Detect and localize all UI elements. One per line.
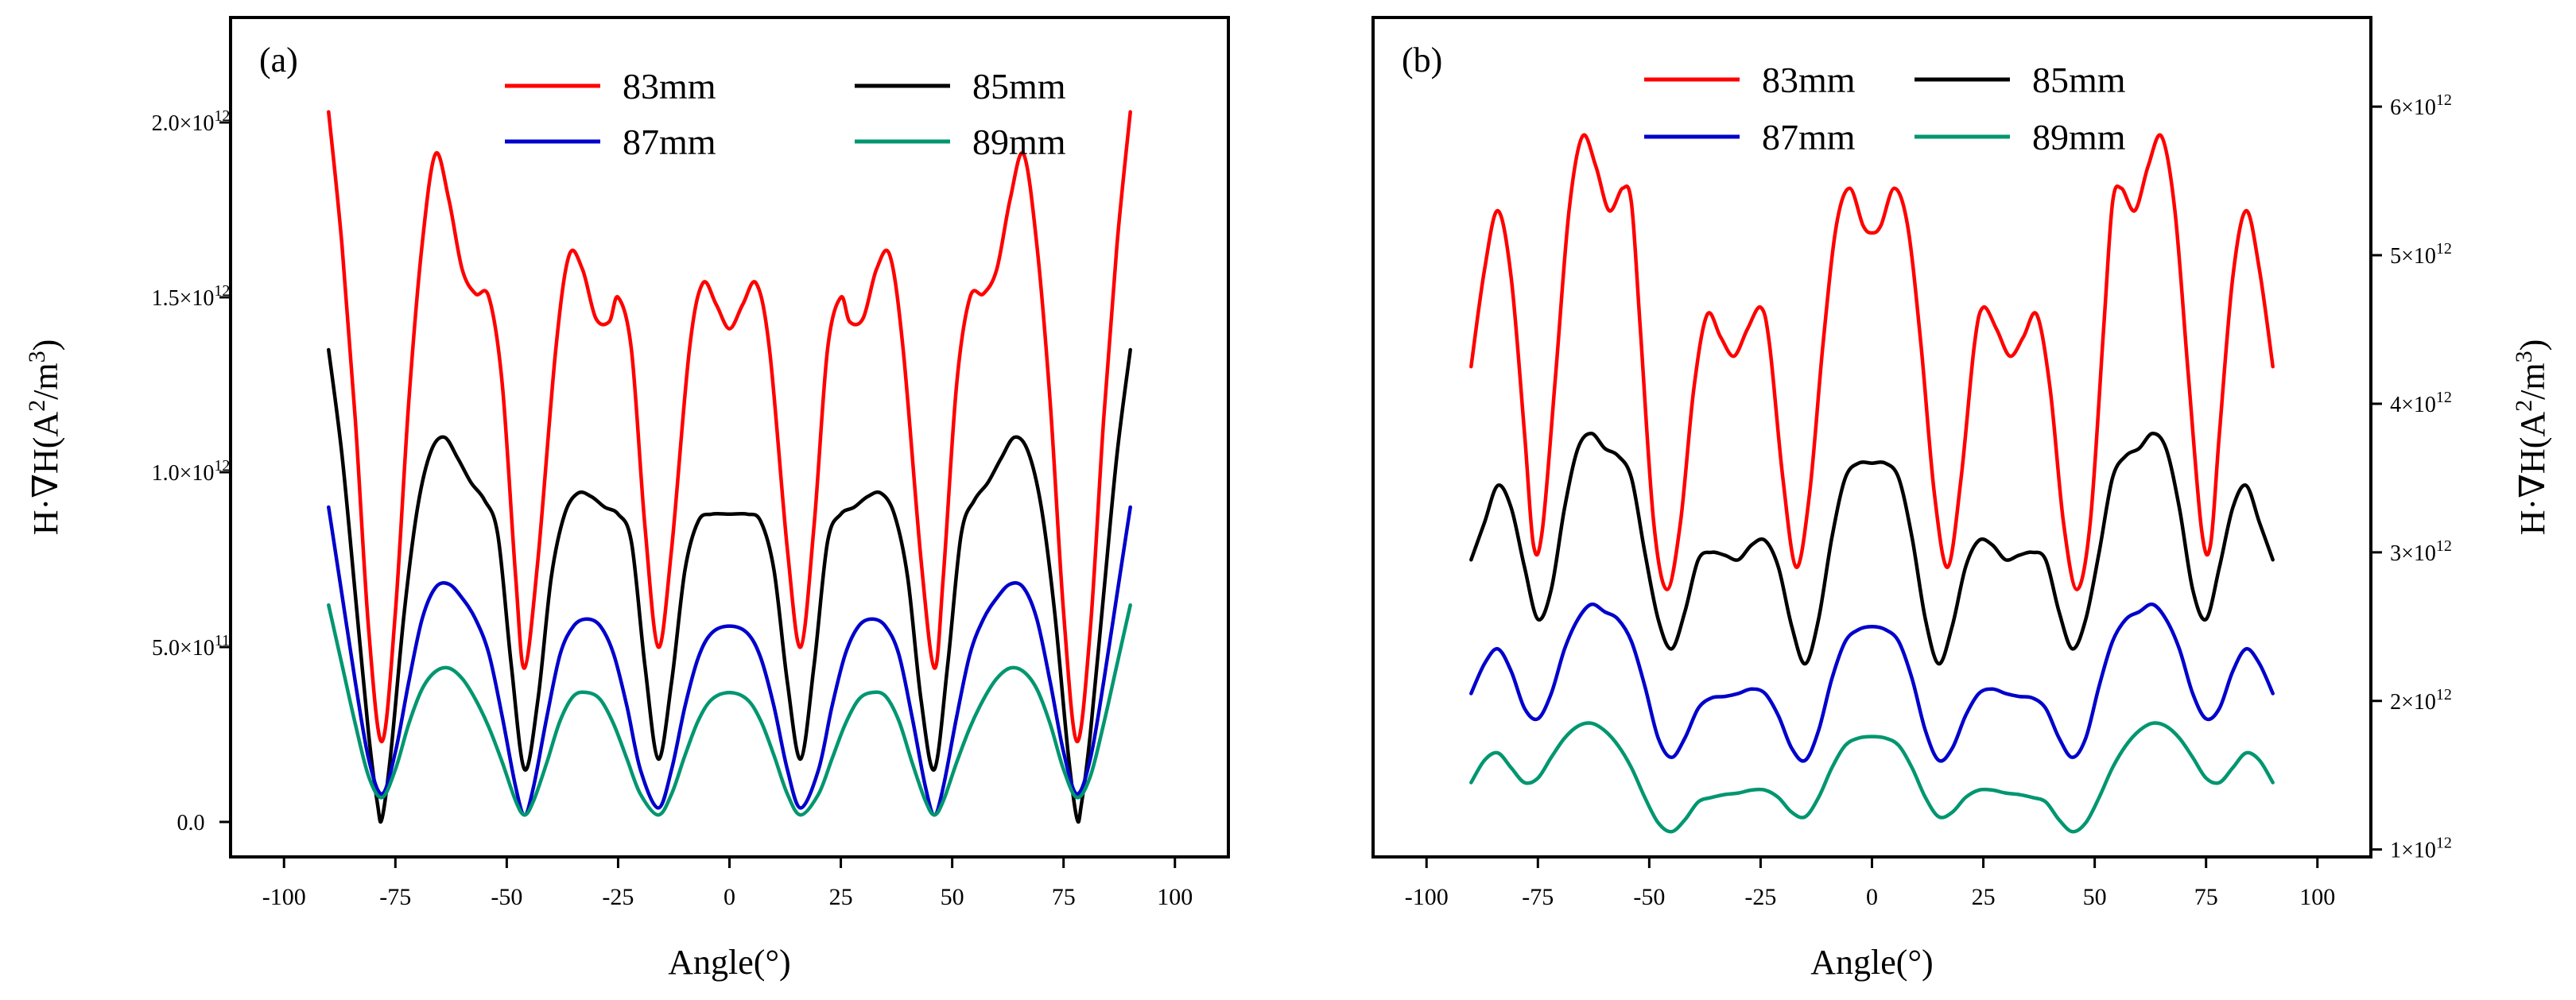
panel-a-label: (a) [259,41,298,79]
panel-a-ytick-exp: 12 [214,457,230,475]
panel-b-ytick-exp: 12 [2436,537,2452,555]
panel-b-ytick-label: 6×1012 [2390,91,2452,120]
panel-b-ylabel-part: /m [2513,362,2552,399]
panel-b-ytick-base: 6×10 [2390,95,2436,120]
panel-b-series-83mm [1469,133,2275,591]
panel-a-ticks: -100 -75 -50 -25 0 25 50 75 100 0.0 5.0×1011 1.0×10… [152,107,1193,910]
panel-a-ytick-exp: 12 [214,107,230,125]
panel-b-xtick-label: -25 [1744,884,1776,910]
panel-a-series-87mm [327,505,1132,817]
panel-b-ytick-exp: 12 [2436,240,2452,258]
panel-b-ytick-base: 1×10 [2390,839,2436,863]
panel-b-ylabel-sup: 3 [2511,351,2537,362]
panel-a-ylabel-sup: 2 [24,400,50,412]
panel-a-ylabel-part: /m [26,362,65,399]
panel-b-ytick-base: 5×10 [2390,244,2436,269]
panel-b-ytick-label: 4×1012 [2390,389,2452,417]
panel-a-xtick-label: 100 [1157,884,1193,910]
panel-a: -100 -75 -50 -25 0 25 50 75 100 0.0 5.0×1011 1.0×10… [24,16,1230,982]
panel-a-xtick-label: -25 [602,884,634,910]
panel-b-legend-label-83mm: 83mm [1762,60,1856,100]
panel-b-ytick-label: 2×1012 [2390,686,2452,715]
panel-b-ytick-label: 1×1012 [2390,835,2452,863]
panel-b-legend: 83mm 85mm 87mm 89mm [1644,60,2126,157]
panel-a-legend-label-87mm: 87mm [623,122,716,162]
panel-b-ytick-exp: 12 [2436,686,2452,703]
panel-a-ylabel: H·∇H(A2/m3) [24,339,65,535]
panel-a-frame [229,16,1230,859]
panel-b-ytick-exp: 12 [2436,91,2452,109]
panel-b-series-87mm [1469,602,2275,763]
panel-b-xtick-label: -50 [1633,884,1665,910]
panel-b: -100 -75 -50 -25 0 25 50 75 1001×10122×10123×101… [1371,16,2552,982]
panel-a-ytick-base: 2.0×10 [152,111,215,136]
panel-b-frame [1371,16,2372,859]
panel-a-ytick-exp: 12 [214,282,230,300]
panel-a-ytick-base: 5.0×10 [152,636,215,661]
panel-b-legend-label-89mm: 89mm [2032,117,2126,157]
panel-a-ytick-label: 5.0×1011 [152,632,230,661]
panel-a-ylabel-part: H·∇H(A [26,412,65,536]
panel-a-xtick-label: 25 [829,884,853,910]
panel-b-ytick-label: 5×1012 [2390,240,2452,269]
panel-a-legend-label-85mm: 85mm [972,66,1066,107]
panel-a-series-89mm [327,603,1132,817]
panel-b-ylabel-part: ) [2513,339,2552,351]
panel-b-ytick-label: 3×1012 [2390,537,2452,566]
panel-b-ytick-exp: 12 [2436,389,2452,406]
panel-a-ytick-label: 0.0 [177,811,205,835]
panel-a-series [327,110,1132,824]
panel-a-legend: 83mm 85mm 87mm 89mm [505,66,1066,162]
panel-b-xtick-label: -75 [1522,884,1554,910]
panel-a-ytick-base: 0.0 [177,811,205,835]
panel-a-xtick-label: 50 [941,884,964,910]
panel-b-xlabel: Angle(°) [1810,943,1933,982]
panel-b-series-89mm [1469,721,2275,834]
panel-b-ytick-base: 2×10 [2390,690,2436,715]
panel-a-ylabel-part: ) [26,339,65,351]
panel-a-ytick-base: 1.0×10 [152,461,215,486]
panel-b-ytick-base: 4×10 [2390,393,2436,417]
panel-b-ylabel-sup: 2 [2511,400,2537,412]
panel-b-ylabel-part: H·∇H(A [2513,412,2552,536]
panel-b-ytick-base: 3×10 [2390,541,2436,566]
panel-a-xlabel: Angle(°) [668,943,790,982]
panel-b-legend-label-85mm: 85mm [2032,60,2126,100]
panel-a-ytick-label: 1.0×1012 [152,457,231,486]
panel-a-ytick-label: 2.0×1012 [152,107,231,136]
panel-b-xtick-label: 50 [2083,884,2107,910]
panel-b-xtick-label: 0 [1866,884,1878,910]
panel-a-xtick-label: -50 [491,884,522,910]
panel-a-ytick-label: 1.5×1012 [152,282,231,311]
panel-b-xtick-label: -100 [1405,884,1449,910]
panel-b-ticks: -100 -75 -50 -25 0 25 50 75 1001×10122×10123×101… [1405,91,2452,910]
panel-a-ytick-base: 1.5×10 [152,286,215,311]
panel-a-ytick-exp: 11 [215,632,230,649]
panel-b-series-85mm [1469,432,2275,666]
panel-a-legend-label-89mm: 89mm [972,122,1066,162]
panel-a-series-83mm [327,110,1132,744]
panel-b-xtick-label: 100 [2299,884,2335,910]
panel-a-xtick-label: 75 [1052,884,1076,910]
panel-b-series [1469,133,2275,834]
panel-a-series-85mm [327,347,1132,824]
panel-a-xtick-label: 0 [724,884,735,910]
panel-b-xtick-label: 75 [2194,884,2218,910]
panel-a-xtick-label: -75 [379,884,411,910]
panel-b-label: (b) [1402,41,1442,79]
panel-a-ylabel-sup: 3 [24,351,50,362]
panel-a-xtick-label: -100 [262,884,306,910]
panel-a-legend-label-83mm: 83mm [623,66,716,107]
panel-b-legend-label-87mm: 87mm [1762,117,1856,157]
panel-b-ylabel: H·∇H(A2/m3) [2511,339,2552,535]
panel-b-xtick-label: 25 [1972,884,1996,910]
panel-b-ytick-exp: 12 [2436,835,2452,852]
